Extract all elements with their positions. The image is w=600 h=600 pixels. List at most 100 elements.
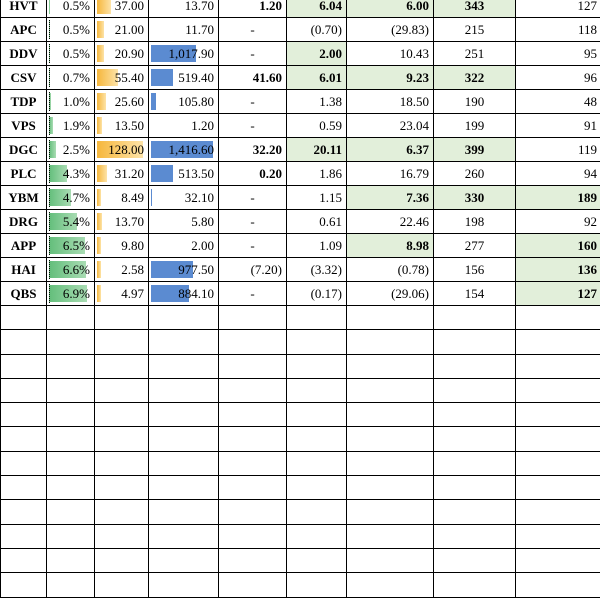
empty-cell[interactable] [346, 304, 434, 331]
col6-cell[interactable]: 6.00 [346, 0, 434, 18]
col6-cell[interactable]: 7.36 [346, 185, 434, 210]
empty-cell[interactable] [433, 402, 516, 428]
empty-cell[interactable] [286, 523, 347, 549]
empty-cell[interactable] [433, 572, 516, 598]
empty-cell[interactable] [46, 450, 95, 477]
ticker-cell[interactable]: DDV [0, 41, 47, 66]
empty-cell[interactable] [148, 450, 219, 477]
percent-cell[interactable]: 2.5% [46, 137, 95, 162]
col7-cell[interactable]: 215 [433, 17, 516, 42]
col6-cell[interactable]: 10.43 [346, 41, 434, 66]
empty-cell[interactable] [46, 547, 95, 574]
empty-cell[interactable] [148, 475, 219, 501]
empty-cell[interactable] [346, 547, 434, 574]
empty-cell[interactable] [148, 329, 219, 355]
value-cell[interactable]: 5.80 [148, 209, 219, 234]
col4-cell[interactable]: - [218, 233, 287, 258]
col5-cell[interactable]: 6.01 [286, 65, 347, 90]
col5-cell[interactable]: 2.00 [286, 41, 347, 66]
empty-cell[interactable] [218, 499, 287, 525]
col6-cell[interactable]: 18.50 [346, 89, 434, 114]
empty-cell[interactable] [286, 304, 347, 331]
price-cell[interactable]: 25.60 [94, 89, 149, 114]
col7-cell[interactable]: 330 [433, 185, 516, 210]
col5-cell[interactable]: (0.70) [286, 17, 347, 42]
empty-cell[interactable] [94, 377, 149, 404]
percent-cell[interactable]: 0.5% [46, 41, 95, 66]
percent-cell[interactable]: 1.9% [46, 113, 95, 138]
price-cell[interactable]: 37.00 [94, 0, 149, 18]
col8-cell[interactable]: 127 [515, 0, 600, 18]
col7-cell[interactable]: 199 [433, 113, 516, 138]
price-cell[interactable]: 4.97 [94, 281, 149, 306]
empty-cell[interactable] [433, 475, 516, 501]
value-cell[interactable]: 11.70 [148, 17, 219, 42]
value-cell[interactable]: 1,416.60 [148, 137, 219, 162]
empty-cell[interactable] [94, 572, 149, 598]
empty-cell[interactable] [46, 523, 95, 549]
value-cell[interactable]: 884.10 [148, 281, 219, 306]
empty-cell[interactable] [286, 426, 347, 452]
empty-cell[interactable] [286, 377, 347, 404]
empty-cell[interactable] [0, 572, 47, 598]
empty-cell[interactable] [515, 353, 600, 379]
empty-cell[interactable] [218, 523, 287, 549]
empty-cell[interactable] [346, 572, 434, 598]
empty-cell[interactable] [218, 329, 287, 355]
col5-cell[interactable]: 1.38 [286, 89, 347, 114]
col7-cell[interactable]: 154 [433, 281, 516, 306]
empty-cell[interactable] [148, 547, 219, 574]
col8-cell[interactable]: 127 [515, 281, 600, 306]
empty-cell[interactable] [433, 304, 516, 331]
empty-cell[interactable] [286, 402, 347, 428]
ticker-cell[interactable]: DGC [0, 137, 47, 162]
empty-cell[interactable] [46, 499, 95, 525]
col8-cell[interactable]: 118 [515, 17, 600, 42]
empty-cell[interactable] [0, 475, 47, 501]
price-cell[interactable]: 13.70 [94, 209, 149, 234]
value-cell[interactable]: 105.80 [148, 89, 219, 114]
empty-cell[interactable] [218, 402, 287, 428]
price-cell[interactable]: 20.90 [94, 41, 149, 66]
col7-cell[interactable]: 399 [433, 137, 516, 162]
value-cell[interactable]: 1.20 [148, 113, 219, 138]
col5-cell[interactable]: 0.59 [286, 113, 347, 138]
col8-cell[interactable]: 94 [515, 161, 600, 186]
price-cell[interactable]: 9.80 [94, 233, 149, 258]
empty-cell[interactable] [94, 426, 149, 452]
empty-cell[interactable] [515, 402, 600, 428]
ticker-cell[interactable]: DRG [0, 209, 47, 234]
price-cell[interactable]: 2.58 [94, 257, 149, 282]
value-cell[interactable]: 1,017.90 [148, 41, 219, 66]
empty-cell[interactable] [346, 450, 434, 477]
empty-cell[interactable] [346, 499, 434, 525]
percent-cell[interactable]: 0.5% [46, 17, 95, 42]
empty-cell[interactable] [286, 499, 347, 525]
price-cell[interactable]: 21.00 [94, 17, 149, 42]
empty-cell[interactable] [515, 547, 600, 574]
value-cell[interactable]: 32.10 [148, 185, 219, 210]
empty-cell[interactable] [148, 402, 219, 428]
empty-cell[interactable] [94, 523, 149, 549]
percent-cell[interactable]: 5.4% [46, 209, 95, 234]
empty-cell[interactable] [94, 450, 149, 477]
ticker-cell[interactable]: APP [0, 233, 47, 258]
percent-cell[interactable]: 0.5% [46, 0, 95, 18]
empty-cell[interactable] [218, 353, 287, 379]
empty-cell[interactable] [46, 475, 95, 501]
col5-cell[interactable]: 0.61 [286, 209, 347, 234]
empty-cell[interactable] [346, 353, 434, 379]
empty-cell[interactable] [0, 547, 47, 574]
price-cell[interactable]: 13.50 [94, 113, 149, 138]
col5-cell[interactable]: 20.11 [286, 137, 347, 162]
ticker-cell[interactable]: YBM [0, 185, 47, 210]
col5-cell[interactable]: (3.32) [286, 257, 347, 282]
col4-cell[interactable]: - [218, 89, 287, 114]
value-cell[interactable]: 519.40 [148, 65, 219, 90]
empty-cell[interactable] [0, 426, 47, 452]
percent-cell[interactable]: 6.5% [46, 233, 95, 258]
col8-cell[interactable]: 96 [515, 65, 600, 90]
ticker-cell[interactable]: PLC [0, 161, 47, 186]
ticker-cell[interactable]: QBS [0, 281, 47, 306]
value-cell[interactable]: 2.00 [148, 233, 219, 258]
